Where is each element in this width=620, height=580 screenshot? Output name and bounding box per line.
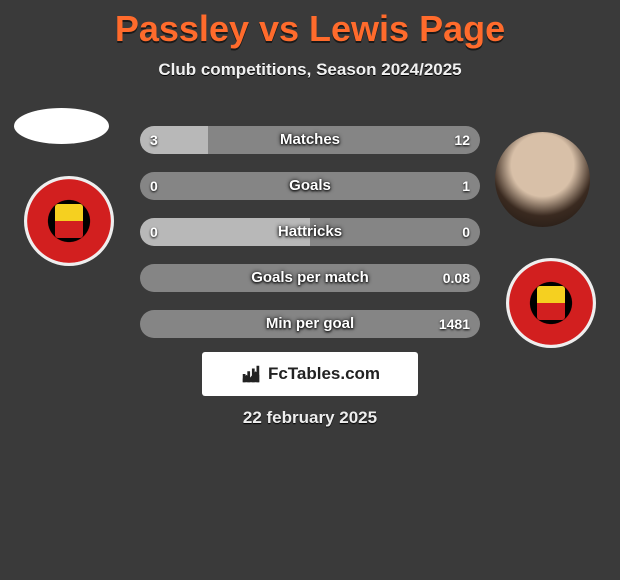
stat-bar: Goals per match0.08: [140, 264, 480, 292]
player-photo-left: [14, 108, 109, 144]
bar-value-left: 0: [150, 172, 158, 200]
date-text: 22 february 2025: [0, 408, 620, 428]
bar-value-right: 0: [462, 218, 470, 246]
comparison-bars: Matches312Goals01Hattricks00Goals per ma…: [140, 126, 480, 356]
bar-value-right: 12: [454, 126, 470, 154]
bar-value-right: 1: [462, 172, 470, 200]
bar-label: Goals: [140, 172, 480, 200]
bar-label: Goals per match: [140, 264, 480, 292]
player-photo-right: [495, 132, 590, 227]
stat-bar: Hattricks0 0: [140, 218, 480, 246]
bar-value-left: 3: [150, 126, 158, 154]
stat-bar: Goals0 1: [140, 172, 480, 200]
club-badge-right: [506, 258, 596, 348]
bar-label: Matches: [140, 126, 480, 154]
bar-label: Min per goal: [140, 310, 480, 338]
bar-value-left: 0: [150, 218, 158, 246]
bar-label: Hattricks: [140, 218, 480, 246]
bar-value-right: 1481: [439, 310, 470, 338]
club-badge-left: [24, 176, 114, 266]
stat-bar: Matches3 12: [140, 126, 480, 154]
subtitle: Club competitions, Season 2024/2025: [0, 60, 620, 80]
page-title: Passley vs Lewis Page: [0, 0, 620, 50]
brand-box: FcTables.com: [202, 352, 418, 396]
brand-text: FcTables.com: [268, 364, 380, 384]
chart-icon: [240, 363, 262, 385]
bar-value-right: 0.08: [443, 264, 470, 292]
stat-bar: Min per goal1481: [140, 310, 480, 338]
